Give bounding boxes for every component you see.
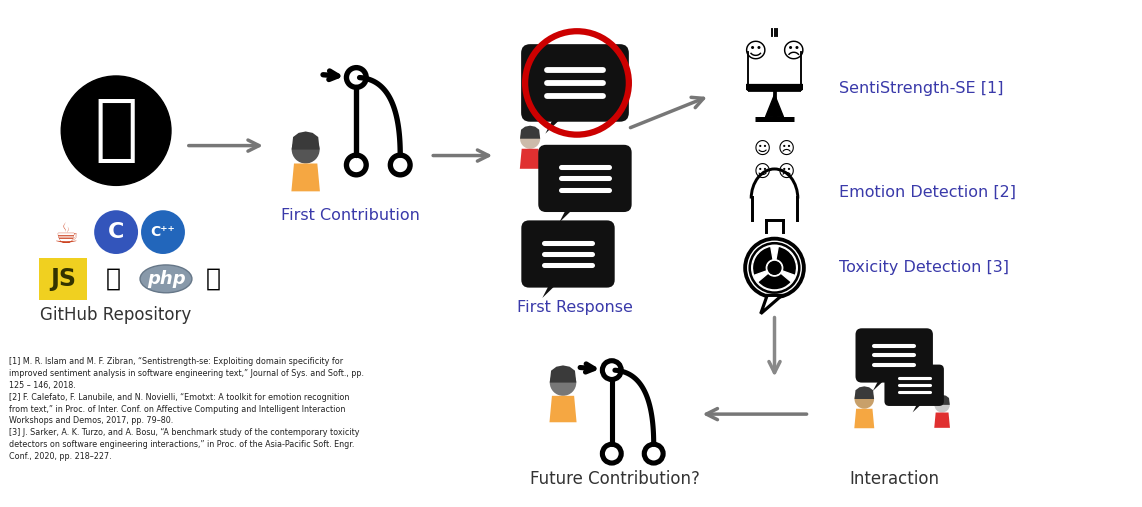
Polygon shape — [549, 396, 577, 422]
Text: C⁺⁺: C⁺⁺ — [151, 225, 176, 239]
Circle shape — [769, 262, 781, 274]
Text: Interaction: Interaction — [850, 470, 939, 488]
FancyBboxPatch shape — [855, 329, 933, 383]
Text: C: C — [108, 222, 124, 242]
Text: ☕: ☕ — [54, 221, 79, 249]
Polygon shape — [765, 95, 783, 117]
Polygon shape — [291, 163, 320, 191]
Text: JS: JS — [50, 267, 77, 291]
FancyBboxPatch shape — [884, 365, 944, 406]
Wedge shape — [753, 246, 773, 275]
Polygon shape — [934, 395, 950, 405]
Text: Future Contribution?: Future Contribution? — [530, 470, 700, 488]
Text: ☹: ☹ — [778, 163, 795, 182]
Circle shape — [854, 389, 874, 409]
Polygon shape — [854, 386, 874, 399]
Polygon shape — [761, 296, 782, 314]
Polygon shape — [520, 126, 540, 139]
Polygon shape — [872, 376, 888, 391]
Polygon shape — [854, 409, 875, 428]
Text: ☺: ☺ — [754, 163, 771, 182]
Polygon shape — [546, 113, 566, 134]
FancyBboxPatch shape — [39, 258, 87, 300]
Circle shape — [94, 210, 138, 254]
Circle shape — [62, 76, 171, 186]
Circle shape — [549, 370, 577, 396]
FancyBboxPatch shape — [538, 145, 632, 212]
FancyBboxPatch shape — [521, 221, 614, 287]
Text: php: php — [146, 270, 185, 288]
Text: :  — [95, 96, 138, 165]
Text: Toxicity Detection [3]: Toxicity Detection [3] — [839, 261, 1010, 275]
Text: 🐍: 🐍 — [105, 267, 121, 291]
Text: 💎: 💎 — [206, 267, 220, 291]
Polygon shape — [542, 280, 561, 298]
Ellipse shape — [140, 265, 192, 293]
Circle shape — [291, 136, 320, 163]
Polygon shape — [560, 204, 578, 223]
Polygon shape — [912, 401, 925, 412]
Wedge shape — [757, 273, 791, 290]
Text: ☺: ☺ — [754, 139, 771, 158]
Text: First Response: First Response — [517, 300, 633, 315]
Text: First Contribution: First Contribution — [281, 208, 420, 223]
Text: Emotion Detection [2]: Emotion Detection [2] — [839, 185, 1016, 200]
Text: ☹: ☹ — [781, 42, 804, 62]
Text: ☺: ☺ — [743, 42, 766, 62]
Polygon shape — [520, 149, 540, 169]
Polygon shape — [934, 413, 950, 428]
Text: ☹: ☹ — [778, 139, 795, 158]
Circle shape — [142, 210, 185, 254]
Circle shape — [934, 397, 950, 413]
FancyBboxPatch shape — [521, 44, 629, 122]
Wedge shape — [775, 246, 796, 275]
Text: GitHub Repository: GitHub Repository — [40, 306, 192, 323]
Text: SentiStrength-SE [1]: SentiStrength-SE [1] — [839, 82, 1004, 96]
Polygon shape — [549, 366, 577, 383]
Text: [1] M. R. Islam and M. F. Zibran, “Sentistrength-se: Exploiting domain specifici: [1] M. R. Islam and M. F. Zibran, “Senti… — [9, 357, 364, 461]
Polygon shape — [291, 131, 320, 150]
Circle shape — [520, 129, 540, 149]
